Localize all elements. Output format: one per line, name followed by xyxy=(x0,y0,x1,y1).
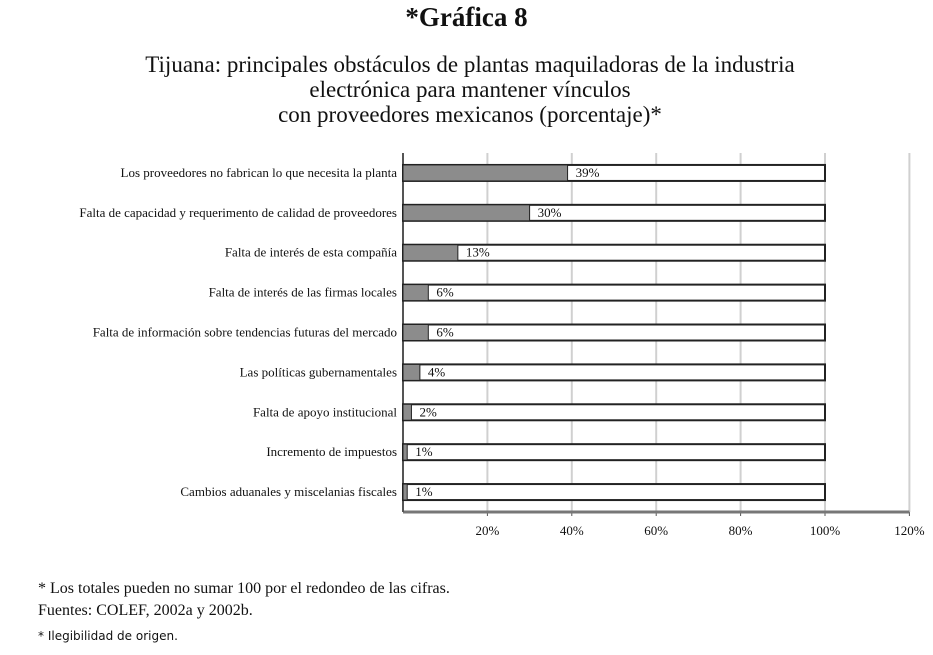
category-label: Falta de interés de las firmas locales xyxy=(209,285,397,300)
category-label: Falta de apoyo institucional xyxy=(253,404,397,419)
x-tick-label: 80% xyxy=(729,523,753,538)
x-tick-label: 120% xyxy=(894,523,925,538)
bar xyxy=(402,284,429,302)
bar-remainder xyxy=(402,483,826,502)
bar xyxy=(402,204,531,222)
category-label: Falta de interés de esta compañía xyxy=(225,245,397,260)
category-label: Las políticas gubernamentales xyxy=(240,364,397,379)
bar xyxy=(402,483,408,501)
bar-remainder xyxy=(402,443,826,462)
chart-title: *Gráfica 8 xyxy=(405,2,528,32)
bar-remainder xyxy=(402,283,826,302)
bar-remainder xyxy=(402,363,826,382)
data-label: 4% xyxy=(428,364,446,379)
footnote-rounding: * Los totales pueden no sumar 100 por el… xyxy=(38,580,450,597)
data-label: 6% xyxy=(436,325,454,340)
category-label: Falta de información sobre tendencias fu… xyxy=(93,325,397,340)
data-label: 39% xyxy=(576,165,600,180)
bar xyxy=(402,443,408,461)
bar xyxy=(402,363,421,381)
subtitle-line: Tijuana: principales obstáculos de plant… xyxy=(145,52,795,77)
subtitle-line: con proveedores mexicanos (porcentaje)* xyxy=(278,102,662,127)
x-tick-label: 60% xyxy=(644,523,668,538)
data-label: 2% xyxy=(419,404,437,419)
data-label: 30% xyxy=(538,205,562,220)
bar-remainder xyxy=(402,403,826,422)
footnote-illegibility: * Ilegibilidad de origen. xyxy=(38,629,178,643)
data-label: 1% xyxy=(415,484,433,499)
footnote-sources: Fuentes: COLEF, 2002a y 2002b. xyxy=(38,602,253,619)
bar xyxy=(402,164,569,182)
data-label: 13% xyxy=(466,245,490,260)
data-label: 1% xyxy=(415,444,433,459)
category-label: Falta de capacidad y requerimento de cal… xyxy=(79,205,397,220)
category-label: Los proveedores no fabrican lo que neces… xyxy=(121,165,398,180)
subtitle-line: electrónica para mantener vínculos xyxy=(309,77,631,102)
bar-remainder xyxy=(402,323,826,342)
bar xyxy=(402,244,459,262)
data-label: 6% xyxy=(436,285,454,300)
x-tick-label: 100% xyxy=(810,523,841,538)
chart-subtitle: Tijuana: principales obstáculos de plant… xyxy=(40,52,900,127)
x-tick-label: 20% xyxy=(475,523,499,538)
bar xyxy=(402,403,412,421)
category-label: Incremento de impuestos xyxy=(266,444,397,459)
bar xyxy=(402,324,429,341)
x-tick-label: 40% xyxy=(560,523,584,538)
category-label: Cambios aduanales y miscelanias fiscales xyxy=(180,484,397,499)
